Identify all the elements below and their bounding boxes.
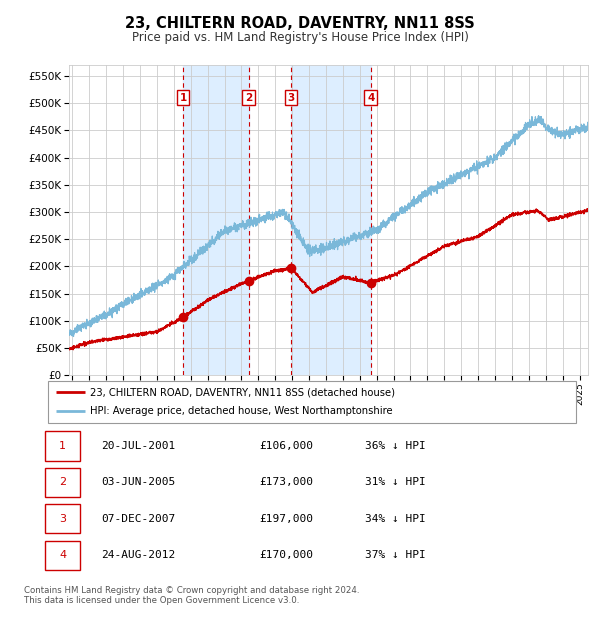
Text: £173,000: £173,000 xyxy=(259,477,313,487)
Text: HPI: Average price, detached house, West Northamptonshire: HPI: Average price, detached house, West… xyxy=(90,407,393,417)
Text: 2: 2 xyxy=(59,477,66,487)
Text: £106,000: £106,000 xyxy=(259,441,313,451)
Bar xyxy=(291,65,371,375)
Text: Contains HM Land Registry data © Crown copyright and database right 2024.: Contains HM Land Registry data © Crown c… xyxy=(24,586,359,595)
FancyBboxPatch shape xyxy=(46,432,80,461)
Text: Price paid vs. HM Land Registry's House Price Index (HPI): Price paid vs. HM Land Registry's House … xyxy=(131,31,469,44)
Text: 31% ↓ HPI: 31% ↓ HPI xyxy=(365,477,425,487)
Text: 03-JUN-2005: 03-JUN-2005 xyxy=(101,477,175,487)
FancyBboxPatch shape xyxy=(46,468,80,497)
Text: £197,000: £197,000 xyxy=(259,514,313,524)
Text: £170,000: £170,000 xyxy=(259,551,313,560)
Text: 2: 2 xyxy=(245,93,252,103)
Text: 07-DEC-2007: 07-DEC-2007 xyxy=(101,514,175,524)
Text: 3: 3 xyxy=(287,93,295,103)
Text: 20-JUL-2001: 20-JUL-2001 xyxy=(101,441,175,451)
Text: 36% ↓ HPI: 36% ↓ HPI xyxy=(365,441,425,451)
Text: 4: 4 xyxy=(367,93,374,103)
Text: 24-AUG-2012: 24-AUG-2012 xyxy=(101,551,175,560)
FancyBboxPatch shape xyxy=(48,381,576,423)
Text: 4: 4 xyxy=(59,551,66,560)
Text: 23, CHILTERN ROAD, DAVENTRY, NN11 8SS (detached house): 23, CHILTERN ROAD, DAVENTRY, NN11 8SS (d… xyxy=(90,387,395,397)
Text: This data is licensed under the Open Government Licence v3.0.: This data is licensed under the Open Gov… xyxy=(24,596,299,606)
Text: 23, CHILTERN ROAD, DAVENTRY, NN11 8SS: 23, CHILTERN ROAD, DAVENTRY, NN11 8SS xyxy=(125,16,475,30)
Text: 1: 1 xyxy=(59,441,66,451)
Text: 34% ↓ HPI: 34% ↓ HPI xyxy=(365,514,425,524)
Text: 1: 1 xyxy=(179,93,187,103)
FancyBboxPatch shape xyxy=(46,504,80,533)
Text: 37% ↓ HPI: 37% ↓ HPI xyxy=(365,551,425,560)
Text: 3: 3 xyxy=(59,514,66,524)
Bar xyxy=(183,65,248,375)
FancyBboxPatch shape xyxy=(46,541,80,570)
